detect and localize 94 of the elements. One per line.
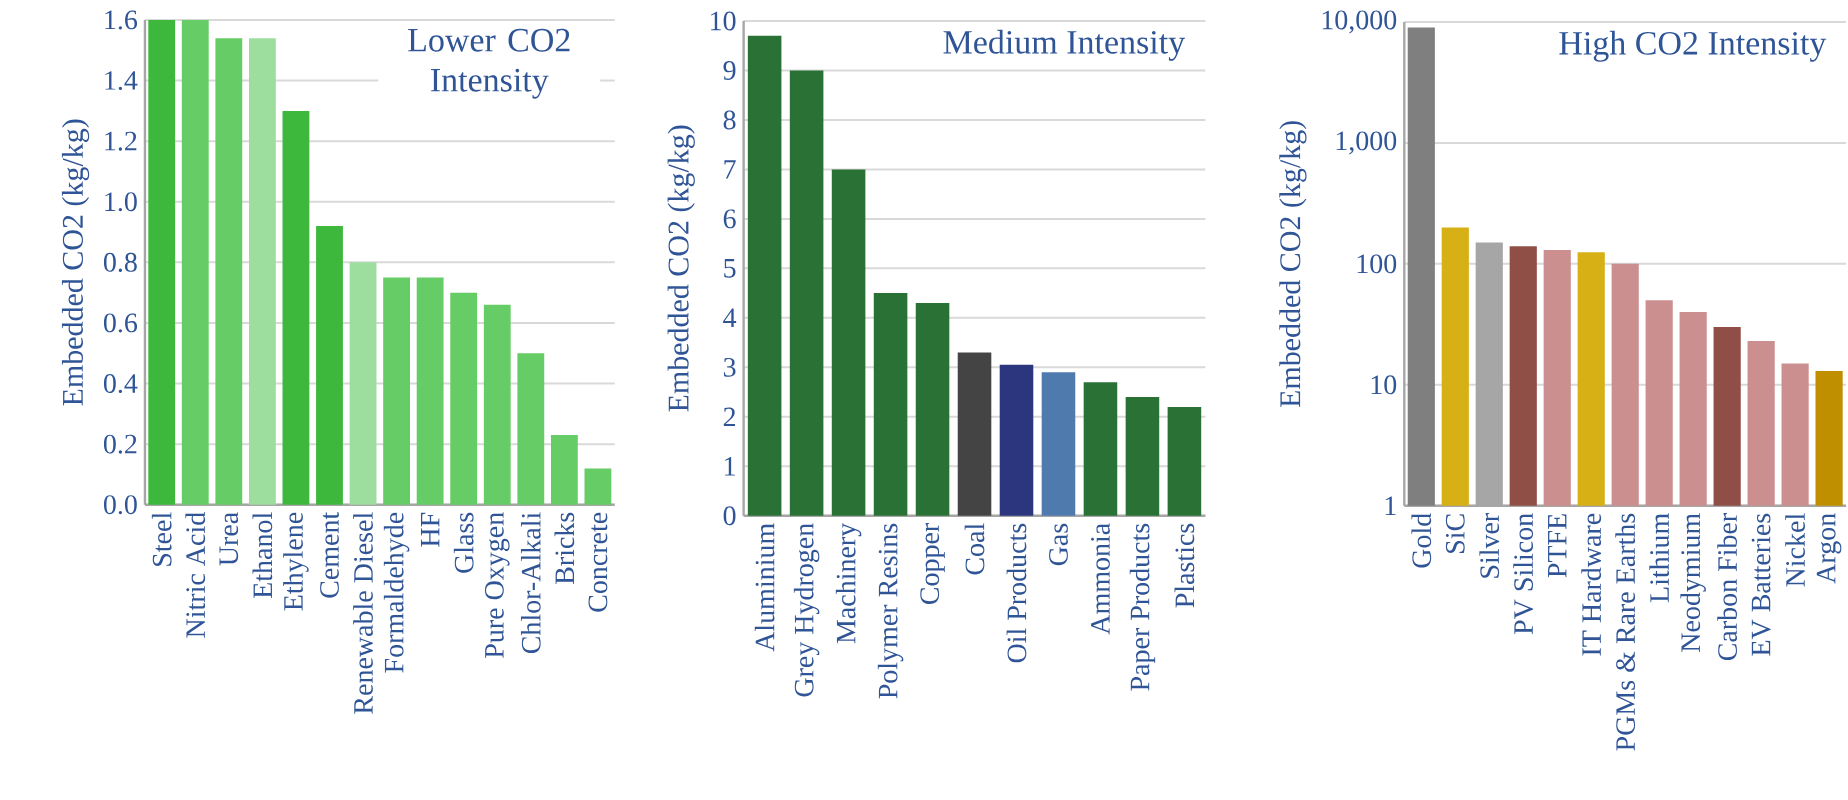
x-tick-label: Renewable Diesel (353, 512, 373, 715)
text: Lower CO2 Intensity (408, 29, 570, 99)
bar (316, 226, 343, 505)
x-tick-label: Pure Oxygen (484, 512, 510, 659)
bar (999, 365, 1034, 516)
y-tick-label: 1 (725, 457, 735, 476)
x-tick-label: Gas (1049, 524, 1068, 566)
x-tick-label: Urea (219, 512, 239, 566)
x-tick-label: Neodymium (1680, 513, 1706, 653)
x-tick-label: Oil Products (1006, 524, 1027, 663)
y-tick-label: 1,000 (1336, 131, 1397, 155)
x-tick-label: Formaldehyde (383, 512, 410, 673)
y-tick-label: 0.0 (103, 495, 137, 515)
x-tick-label: Aluminium (754, 523, 775, 652)
bar (915, 303, 950, 516)
x-tick-label: HF (420, 513, 440, 547)
bar (383, 277, 411, 505)
bar (1125, 397, 1160, 516)
chart-title: High CO2 Intensity (1559, 31, 1827, 62)
bar (181, 20, 209, 505)
y-tick-label: 0.2 (103, 434, 137, 454)
y-tick-label: 1.4 (105, 71, 138, 91)
y-tick-label: 100 (1357, 254, 1397, 274)
x-tick-label: Cement (320, 512, 339, 598)
x-tick-label: Coal (964, 523, 985, 575)
x-tick-label: Gold (1411, 513, 1432, 568)
x-tick-label: Argon (1816, 513, 1842, 584)
bar (215, 38, 243, 505)
y-tick-label: 0 (723, 506, 736, 526)
x-tick-label: Bricks (554, 513, 575, 585)
y-tick-label: 4 (723, 308, 737, 328)
y-tick-label: 10 (711, 11, 736, 31)
y-tick-label: 3 (723, 358, 736, 377)
x-tick-label: Carbon Fiber (1717, 513, 1737, 661)
bar (282, 111, 310, 505)
bar (483, 304, 511, 505)
x-tick-label: PTFE (1548, 514, 1567, 578)
x-tick-label: Steel (151, 512, 172, 567)
x-tick-label: PGMs & Rare Earths (1615, 514, 1636, 751)
x-tick-label: Machinery (835, 523, 862, 644)
x-tick-label: SiC (1445, 514, 1465, 554)
x-tick-label: Glass (453, 513, 474, 574)
y-tick-label: 7 (724, 160, 736, 179)
bar (550, 435, 578, 505)
bar (873, 293, 908, 516)
x-tick-label: Polymer Resins (877, 524, 904, 699)
y-tick-label: 2 (723, 407, 736, 427)
bar (831, 169, 866, 516)
bar (248, 38, 276, 505)
x-tick-label: Concrete (588, 512, 608, 612)
x-tick-label: Ethylene (283, 512, 309, 611)
x-tick-label: Ethanol (252, 512, 273, 599)
x-tick-label: Silver (1479, 513, 1500, 578)
bar (517, 353, 545, 505)
y-axis-title: Embedded CO2 (kg/kg) (1279, 121, 1307, 408)
y-tick-label: 1 (1385, 496, 1396, 516)
x-tick-label: Lithium (1649, 513, 1670, 603)
bar (957, 352, 992, 516)
x-tick-label: EV Batteries (1751, 514, 1771, 656)
bar (1167, 407, 1202, 516)
x-tick-label: Paper Products (1129, 524, 1156, 691)
bar (1041, 372, 1076, 516)
bar (747, 36, 782, 516)
x-tick-label: Grey Hydrogen (793, 523, 820, 697)
chart-title: Medium Intensity (943, 30, 1186, 61)
y-axis-title: Embedded CO2 (kg/kg) (61, 119, 90, 406)
bar (789, 70, 824, 516)
y-axis-title: Embedded CO2 (kg/kg) (667, 125, 695, 412)
x-tick-label: PV Silicon (1513, 513, 1534, 635)
bar (349, 262, 377, 505)
y-tick-label: 1.0 (105, 192, 137, 212)
y-tick-label: 8 (723, 110, 736, 130)
y-tick-label: 10,000 (1322, 10, 1397, 34)
x-tick-label: IT Hardware (1581, 514, 1602, 656)
x-tick-label: Ammonia (1091, 523, 1110, 635)
bar (416, 277, 444, 505)
y-tick-label: 10 (1371, 375, 1397, 395)
bar (1083, 382, 1118, 516)
y-tick-label: 5 (724, 259, 736, 278)
y-tick-label: 1.2 (105, 131, 137, 151)
y-tick-label: 9 (723, 61, 736, 81)
y-tick-label: 0.6 (103, 313, 138, 333)
x-tick-label: Chlor-Alkali (520, 512, 541, 654)
x-tick-label: Nickel (1785, 513, 1805, 587)
y-tick-label: 0.4 (103, 374, 138, 394)
bar (148, 20, 176, 505)
bar (584, 468, 612, 505)
x-tick-label: Nitric Acid (185, 512, 206, 638)
x-tick-label: Plastics (1174, 524, 1195, 608)
y-tick-label: 1.6 (105, 10, 138, 30)
x-tick-label: Copper (920, 523, 945, 605)
y-tick-label: 0.8 (103, 253, 137, 273)
y-tick-label: 6 (723, 209, 736, 229)
bar (450, 292, 478, 505)
